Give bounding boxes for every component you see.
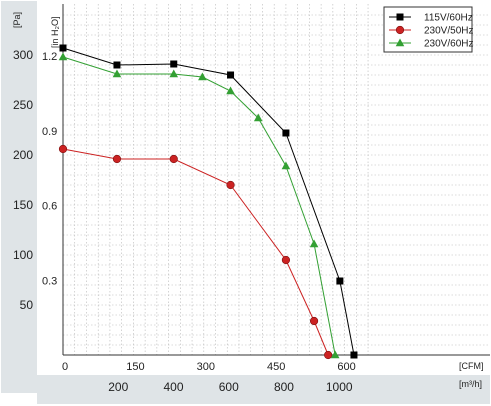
data-point-square bbox=[350, 351, 358, 359]
y-tick-label-inh2o: 0.6 bbox=[42, 201, 57, 213]
data-point-circle bbox=[58, 144, 68, 154]
data-point-triangle bbox=[281, 161, 291, 170]
data-point-square bbox=[113, 61, 121, 69]
data-point-triangle bbox=[253, 113, 263, 122]
series-group bbox=[58, 144, 333, 360]
x-tick-label-cfm: 450 bbox=[267, 361, 285, 373]
data-point-triangle bbox=[330, 350, 340, 359]
data-point-square bbox=[170, 60, 178, 68]
data-point-square bbox=[59, 44, 67, 52]
y-tick-label-pa: 300 bbox=[13, 48, 33, 62]
plot-area bbox=[37, 1, 490, 375]
data-point-circle bbox=[324, 350, 333, 360]
data-point-triangle bbox=[169, 69, 179, 78]
data-point-square bbox=[227, 71, 235, 79]
data-point-circle bbox=[112, 154, 122, 164]
bottom-axis-band bbox=[37, 375, 490, 404]
legend-label: 115V/60Hz bbox=[424, 13, 473, 24]
grid-lines bbox=[63, 4, 489, 355]
x-unit-m3h: [m³/h] bbox=[459, 379, 482, 389]
data-point-circle bbox=[169, 154, 178, 164]
data-point-triangle bbox=[226, 86, 235, 95]
x-tick-label-cfm: 300 bbox=[197, 361, 215, 373]
left-axis-band bbox=[1, 1, 37, 393]
y-tick-label-inh2o: 0.3 bbox=[42, 275, 57, 287]
series-group bbox=[58, 52, 340, 359]
data-point-triangle bbox=[112, 69, 122, 78]
y-tick-label-pa: 250 bbox=[13, 98, 33, 112]
legend-label: 230V/50Hz bbox=[424, 26, 473, 37]
data-point-square bbox=[282, 129, 290, 137]
data-point-triangle bbox=[395, 38, 405, 47]
x-tick-label-cfm: 0 bbox=[62, 361, 68, 373]
data-point-triangle bbox=[198, 72, 207, 81]
data-point-square bbox=[396, 13, 404, 21]
x-tick-label-cfm: 150 bbox=[126, 361, 144, 373]
x-tick-label-cfm: 600 bbox=[337, 361, 355, 373]
x-tick-label-m3h: 600 bbox=[219, 380, 239, 394]
x-tick-label-m3h: 400 bbox=[163, 380, 183, 394]
x-tick-label-m3h: 200 bbox=[108, 380, 128, 394]
x-tick-label-m3h: 800 bbox=[274, 380, 294, 394]
x-unit-cfm: [CFM] bbox=[459, 361, 484, 371]
data-point-circle bbox=[309, 316, 319, 326]
series-layer bbox=[58, 44, 358, 360]
y-tick-label-pa: 50 bbox=[20, 298, 34, 312]
data-point-circle bbox=[226, 180, 235, 190]
data-point-triangle bbox=[58, 52, 68, 61]
data-point-circle bbox=[395, 25, 405, 35]
y-tick-label-inh2o: 0.9 bbox=[42, 126, 57, 138]
y-tick-label-pa: 200 bbox=[13, 148, 33, 162]
series-group bbox=[59, 44, 358, 359]
y-unit-inh2o: [in H₂O] bbox=[50, 17, 60, 49]
y-tick-label-inh2o: 1.2 bbox=[42, 51, 57, 63]
data-point-circle bbox=[281, 255, 291, 265]
y-unit-pa: [Pa] bbox=[12, 12, 22, 28]
legend-label: 230V/60Hz bbox=[424, 39, 473, 50]
legend: 115V/60Hz 230V/50Hz 230V/60Hz bbox=[383, 6, 473, 53]
data-point-square bbox=[336, 277, 344, 285]
y-tick-label-pa: 150 bbox=[13, 198, 33, 212]
x-tick-label-m3h: 1000 bbox=[326, 380, 353, 394]
data-point-triangle bbox=[309, 239, 319, 248]
axis-ticks: 50 100 150 200 250 300 0.3 0.6 0.9 1.2 0 150 300 450 6… bbox=[13, 48, 356, 394]
y-tick-label-pa: 100 bbox=[13, 248, 33, 262]
